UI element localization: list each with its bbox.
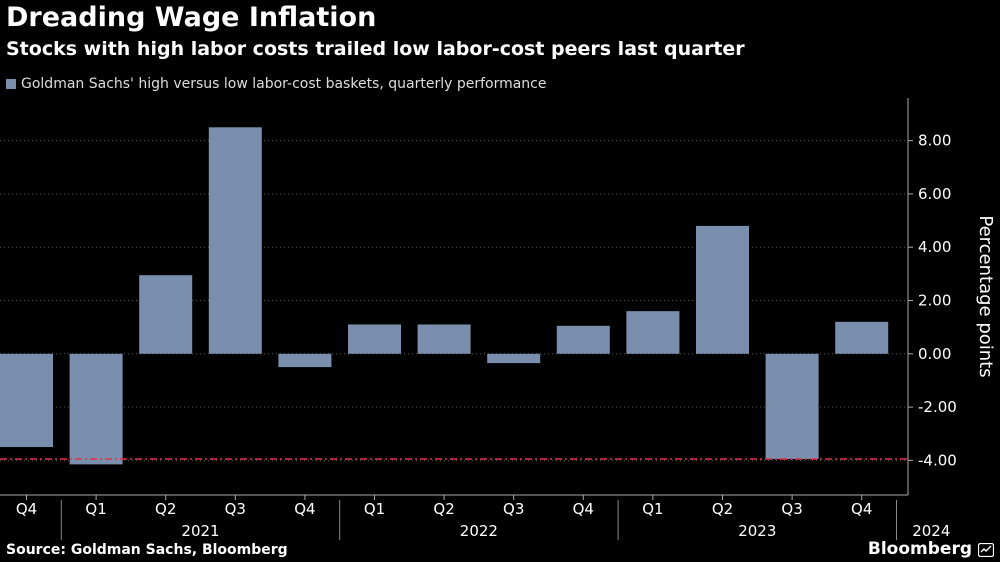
x-tick-label: Q1: [642, 500, 663, 518]
x-tick-label: Q3: [503, 500, 524, 518]
x-tick-label: Q2: [712, 500, 733, 518]
year-label: 2024: [912, 522, 950, 540]
bar: [0, 353, 53, 448]
x-tick-label: Q4: [573, 500, 594, 518]
bar: [487, 353, 541, 364]
bar: [765, 353, 819, 460]
x-tick-label: Q4: [294, 500, 315, 518]
y-tick-label: 0.00: [918, 345, 951, 363]
x-tick-label: Q2: [155, 500, 176, 518]
bloomberg-logo: Bloomberg: [867, 539, 972, 559]
x-tick-label: Q1: [364, 500, 385, 518]
y-tick-label: 8.00: [918, 132, 951, 150]
source-note: Source: Goldman Sachs, Bloomberg: [6, 542, 288, 558]
x-tick-label: Q1: [85, 500, 106, 518]
bar: [139, 275, 193, 354]
chart-title: Dreading Wage Inflation: [6, 2, 377, 33]
bar: [626, 311, 680, 354]
x-tick-label: Q4: [851, 500, 872, 518]
bar: [278, 353, 332, 368]
y-axis-title: Percentage points: [975, 215, 996, 377]
bar: [69, 353, 123, 465]
legend: Goldman Sachs' high versus low labor-cos…: [6, 76, 547, 92]
y-tick-label: 6.00: [918, 185, 951, 203]
bar: [835, 321, 889, 354]
x-tick-label: Q3: [225, 500, 246, 518]
legend-swatch: [6, 79, 16, 89]
y-tick-label: -4.00: [918, 451, 957, 469]
bar: [417, 324, 471, 354]
x-tick-label: Q4: [16, 500, 37, 518]
year-label: 2023: [738, 522, 776, 540]
chart-subtitle: Stocks with high labor costs trailed low…: [6, 38, 745, 60]
y-tick-label: -2.00: [918, 398, 957, 416]
y-tick-label: 2.00: [918, 291, 951, 309]
bar: [208, 127, 262, 354]
bar: [556, 325, 610, 354]
bar: [696, 225, 749, 354]
year-label: 2022: [460, 522, 498, 540]
y-tick-label: 4.00: [918, 238, 951, 256]
legend-label: Goldman Sachs' high versus low labor-cos…: [21, 76, 547, 92]
bar: [348, 324, 401, 354]
x-tick-label: Q2: [433, 500, 454, 518]
terminal-icon: [978, 543, 994, 557]
year-label: 2021: [181, 522, 219, 540]
x-tick-label: Q3: [781, 500, 802, 518]
